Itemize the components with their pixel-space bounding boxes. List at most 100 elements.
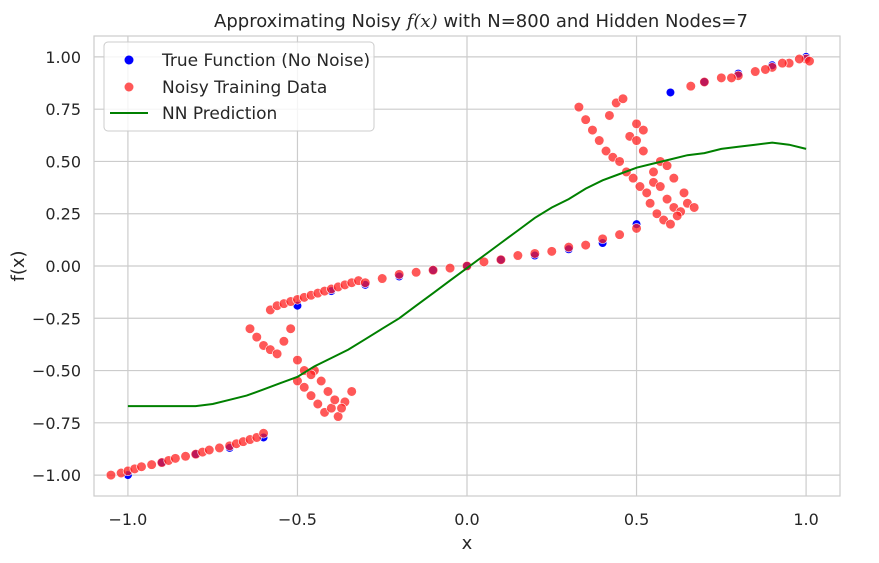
noisy-data-point <box>411 267 422 278</box>
noisy-data-point <box>292 354 303 366</box>
noisy-data-point <box>278 336 289 347</box>
legend-label-true: True Function (No Noise) <box>161 51 370 71</box>
y-tick-label: 0.25 <box>45 205 81 224</box>
legend-marker-true <box>124 55 134 65</box>
noisy-data-point <box>804 55 815 67</box>
noisy-data-point <box>512 250 523 261</box>
noisy-data-point <box>204 444 215 456</box>
noisy-data-point <box>661 193 673 205</box>
noisy-data-point <box>777 58 788 69</box>
noisy-data-point <box>645 198 656 209</box>
y-tick-label: 0.75 <box>45 100 81 119</box>
noisy-data-point <box>529 248 540 259</box>
noisy-data-point <box>655 181 666 192</box>
noisy-data-point <box>305 390 317 401</box>
noisy-data-point <box>750 66 761 77</box>
noisy-data-point <box>628 173 639 184</box>
noisy-data-point <box>329 394 340 405</box>
legend-label-noisy: Noisy Training Data <box>162 78 327 98</box>
noisy-data-point <box>638 124 649 136</box>
noisy-data-point <box>651 208 662 219</box>
y-axis-label: f(x) <box>8 250 29 281</box>
true-function-point <box>666 88 675 97</box>
noisy-data-point <box>641 187 652 198</box>
y-tick-label: −1.00 <box>32 466 81 485</box>
noisy-data-point <box>617 93 629 104</box>
y-tick-label: 0.50 <box>45 152 81 171</box>
noisy-data-point <box>272 348 283 359</box>
x-axis-label: x <box>462 533 473 554</box>
noisy-data-point <box>580 239 591 251</box>
noisy-data-point <box>699 76 710 88</box>
noisy-data-point <box>360 277 371 288</box>
noisy-data-point <box>672 210 683 221</box>
x-tick-label: 0.0 <box>454 510 479 529</box>
noisy-data-point <box>573 101 585 113</box>
noisy-data-point <box>461 260 473 272</box>
x-tick-label: 1.0 <box>793 510 818 529</box>
chart-title: Approximating Noisy f(x) with N=800 and … <box>214 11 748 32</box>
noisy-data-point <box>760 64 771 75</box>
noisy-data-point <box>322 386 334 397</box>
x-tick-label: −1.0 <box>108 510 147 529</box>
noisy-data-point <box>665 219 676 230</box>
noisy-data-point <box>634 181 646 192</box>
noisy-data-point <box>251 331 262 343</box>
noisy-data-point <box>580 114 591 125</box>
noisy-data-point <box>685 81 696 92</box>
plot-frame <box>93 35 841 497</box>
noisy-data-point <box>563 242 574 253</box>
noisy-data-point <box>170 453 181 464</box>
chart-title-suffix: with N=800 and Hidden Nodes=7 <box>438 11 748 32</box>
noisy-data-point <box>726 72 737 83</box>
y-tick-label: 1.00 <box>45 48 81 67</box>
noisy-data-point <box>604 110 615 121</box>
noisy-data-point <box>587 124 598 136</box>
noisy-data-point <box>427 265 439 276</box>
x-tick-label: −0.5 <box>278 510 317 529</box>
noisy-data-point <box>180 451 191 462</box>
noisy-data-point <box>631 135 642 146</box>
noisy-data-point <box>678 187 690 198</box>
noisy-data-point <box>305 369 317 380</box>
noisy-data-point <box>668 173 679 184</box>
noisy-data-point <box>146 459 157 470</box>
chart-title-prefix: Approximating Noisy <box>214 11 407 32</box>
noisy-data-point <box>244 323 256 334</box>
noisy-data-point <box>377 273 388 284</box>
noisy-data-point <box>444 262 456 274</box>
noisy-data-point <box>299 382 310 393</box>
noisy-data-point <box>495 254 507 265</box>
noisy-data-point <box>478 256 490 267</box>
nn-prediction-line <box>127 141 807 408</box>
y-tick-label: −0.75 <box>32 414 81 433</box>
noisy-data-point <box>136 461 147 472</box>
noisy-data-point <box>214 442 225 454</box>
noisy-data-point <box>600 145 612 157</box>
noisy-data-point <box>316 375 327 387</box>
noisy-data-point <box>631 223 642 234</box>
plot-area <box>105 52 815 481</box>
legend-label-nn: NN Prediction <box>162 104 277 124</box>
legend-marker-noisy <box>124 82 134 92</box>
noisy-data-point <box>631 118 642 129</box>
noisy-data-point <box>648 166 659 178</box>
noisy-data-point <box>794 53 805 65</box>
noisy-data-point <box>312 398 323 410</box>
chart-title-math: f(x) <box>405 11 438 32</box>
noisy-data-point <box>285 323 296 334</box>
noisy-data-point <box>258 428 269 439</box>
noisy-data-point <box>336 403 347 414</box>
noisy-data-point <box>716 72 727 83</box>
legend-box <box>103 41 375 132</box>
noisy-data-point <box>689 202 700 213</box>
noisy-data-point <box>614 156 625 167</box>
noisy-data-point <box>614 229 625 240</box>
x-ticks: −1.0 −0.5 0.0 0.5 1.0 <box>108 510 818 529</box>
y-tick-label: −0.50 <box>32 362 81 381</box>
y-ticks: −1.00 −0.75 −0.50 −0.25 0.00 0.25 0.50 0.75 1.00 <box>32 48 81 485</box>
y-tick-label: 0.00 <box>45 257 81 276</box>
noisy-data-point <box>594 135 605 146</box>
noisy-data-point <box>105 469 117 481</box>
